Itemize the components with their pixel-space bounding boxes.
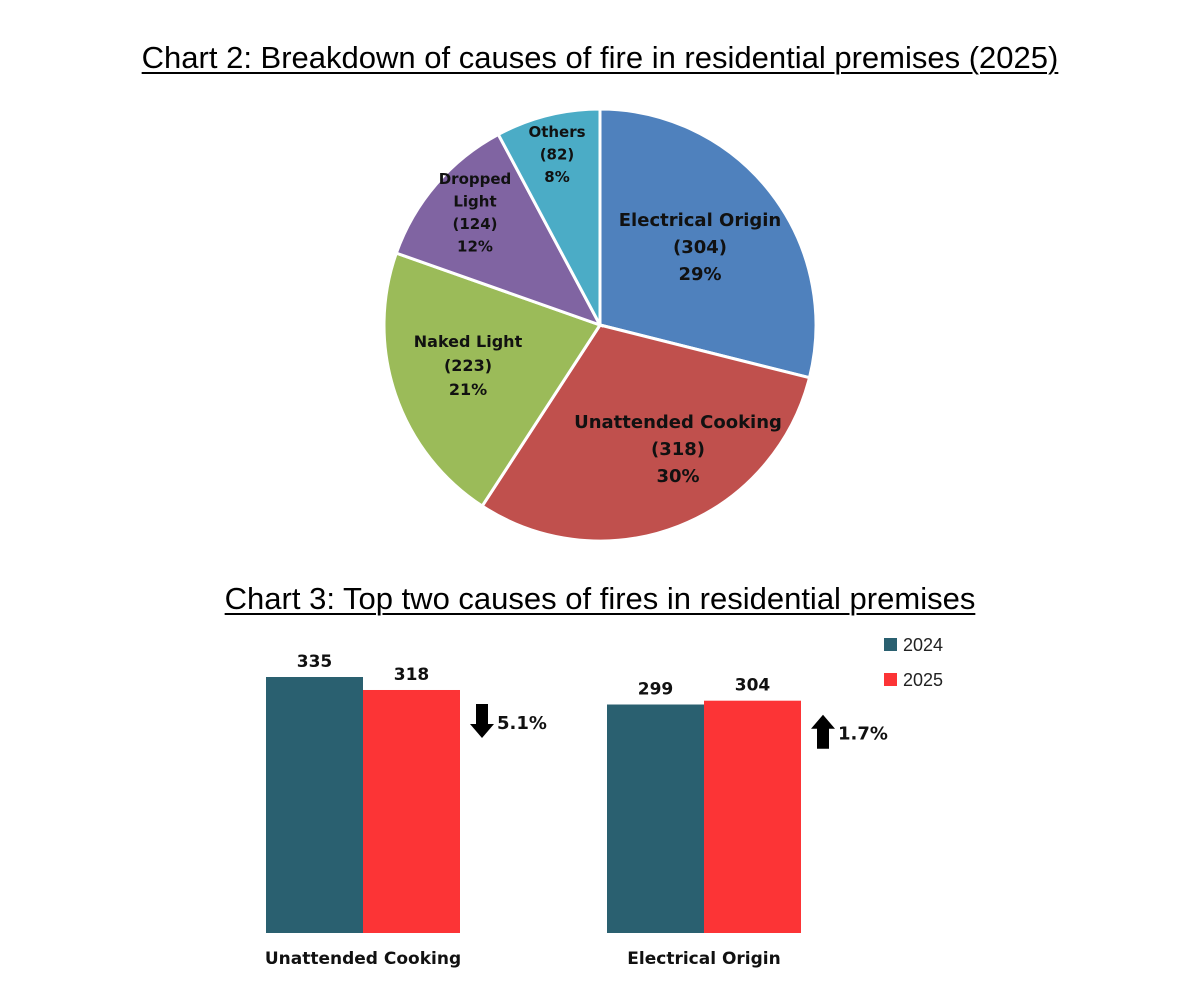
bar-chart-title: Chart 3: Top two causes of fires in resi… [224, 581, 976, 616]
bar [607, 704, 704, 933]
legend-swatch [884, 673, 897, 686]
pie-slice-label: 12% [457, 238, 493, 256]
pie-slice-label: (318) [651, 439, 705, 460]
percent-change-label: 1.7% [838, 724, 888, 745]
legend-label: 2025 [903, 670, 943, 690]
pie-chart: Electrical Origin (304) 29% Unattended Cook… [382, 107, 818, 543]
pie-slice-label: Dropped [439, 170, 512, 188]
pie-slice [382, 251, 603, 509]
pie-slice-label: (304) [673, 237, 727, 258]
legend-label: 2024 [903, 635, 943, 655]
arrow-down-icon [470, 703, 494, 738]
category-label: Electrical Origin [627, 949, 780, 969]
pie-slice [394, 132, 604, 328]
pie-slice-label: Electrical Origin [619, 210, 781, 231]
bar-value-label: 335 [297, 652, 333, 672]
pie-slice-label: (124) [452, 215, 497, 233]
bar [704, 700, 801, 933]
pie-slice-label: 30% [656, 466, 699, 487]
pie-slice-label: Light [453, 193, 496, 211]
legend-swatch [884, 638, 897, 651]
pie-slice-label: (223) [444, 356, 492, 375]
bar-value-label: 318 [394, 665, 430, 685]
bar-value-label: 304 [735, 676, 771, 696]
pie-slice-label: Naked Light [414, 332, 523, 351]
bar [266, 677, 363, 933]
pie-slice-label: 21% [449, 380, 487, 399]
pie-slice-label: Unattended Cooking [574, 412, 782, 433]
pie-slice-label: Others [528, 123, 585, 141]
arrow-up-icon [811, 714, 835, 749]
pie-slice-label: 29% [678, 264, 721, 285]
bar-value-label: 299 [638, 680, 674, 700]
pie-chart-title: Chart 2: Breakdown of causes of fire in … [141, 40, 1059, 75]
bar [363, 689, 460, 933]
pie-slice [480, 323, 812, 543]
bar-chart: 335 318 Unattended Cooking 5.1% 299 304 Electr… [265, 635, 943, 969]
pie-slice [598, 107, 818, 380]
category-label: Unattended Cooking [265, 949, 461, 969]
pie-slice [496, 107, 602, 326]
percent-change-label: 5.1% [497, 713, 547, 734]
pie-slice-label: 8% [544, 168, 569, 186]
pie-slice-label: (82) [540, 146, 575, 164]
